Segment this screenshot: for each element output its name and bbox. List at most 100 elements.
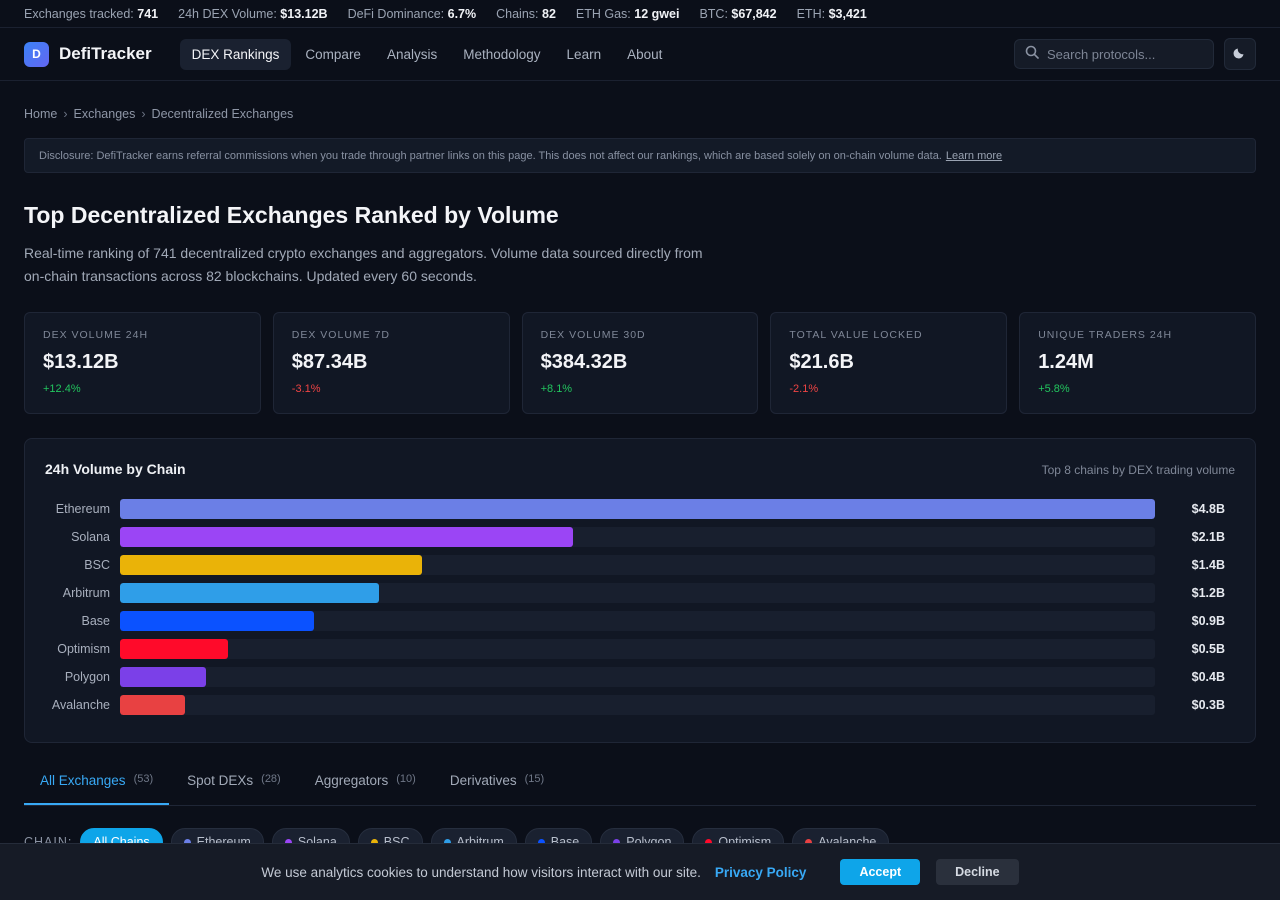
breadcrumb-separator: ›: [141, 107, 146, 121]
stat-card: DEX Volume 24H $13.12B +12.4%: [24, 312, 261, 414]
chart-bar-track: [120, 667, 1155, 687]
chart-value-label: $1.4B: [1191, 558, 1225, 572]
chart-category-label: Avalanche: [51, 698, 110, 712]
chart-bar-track: [120, 527, 1155, 547]
chart-bar-track: [120, 695, 1155, 715]
chart-category-label: Arbitrum: [62, 586, 110, 600]
ticker-item: 24h DEX Volume: $13.12B: [178, 6, 328, 21]
stat-delta: -2.1%: [789, 383, 819, 395]
stat-delta: +12.4%: [43, 383, 81, 395]
stat-value: $87.34B: [291, 351, 368, 373]
stat-value: 1.24M: [1038, 351, 1094, 373]
chart-bar-track: [120, 611, 1155, 631]
nav-link-about[interactable]: About: [627, 46, 663, 62]
breadcrumb-home[interactable]: Home: [24, 107, 58, 121]
volume-by-chain-chart: 24h Volume by Chain Top 8 chains by DEX …: [24, 438, 1256, 743]
disclosure-text: Disclosure: DefiTracker earns referral c…: [39, 149, 942, 162]
chart-value-label: $4.8B: [1191, 502, 1225, 516]
ticker-item: ETH Gas: 12 gwei: [575, 6, 680, 21]
chart-bar-row: Avalanche $0.3B: [45, 691, 1235, 719]
chart-value-label: $0.5B: [1191, 642, 1225, 656]
chart-subtitle: Top 8 chains by DEX trading volume: [1041, 463, 1235, 477]
chart-category-label: BSC: [84, 558, 110, 572]
tab-all-exchanges[interactable]: All Exchanges (53): [24, 769, 170, 805]
search-input[interactable]: [1047, 46, 1197, 62]
stat-card: Unique Traders 24H 1.24M +5.8%: [1019, 312, 1256, 414]
chart-bar-track: [120, 499, 1155, 519]
tab-aggregators[interactable]: Aggregators (10): [299, 769, 432, 805]
logo-text: DefiTracker: [59, 44, 152, 63]
chain-color-dot: [443, 838, 451, 846]
stat-value: $384.32B: [540, 351, 628, 373]
tab-label: All Exchanges: [40, 773, 126, 788]
nav-link-methodology[interactable]: Methodology: [463, 46, 541, 62]
search-box[interactable]: [1014, 39, 1214, 69]
chart-bar-row: BSC $1.4B: [45, 551, 1235, 579]
chart-value-label: $1.2B: [1191, 586, 1225, 600]
accept-cookies-button[interactable]: Accept: [840, 859, 921, 885]
chain-color-dot: [613, 838, 621, 846]
nav-link-compare[interactable]: Compare: [305, 46, 361, 62]
chart-bar: [120, 695, 185, 715]
ticker-item: BTC: $67,842: [699, 6, 777, 21]
stat-delta: +8.1%: [540, 383, 573, 395]
nav-links: DEX Rankings Compare Analysis Methodolog…: [179, 38, 675, 70]
cookie-text: We use analytics cookies to understand h…: [261, 864, 701, 880]
chain-color-dot: [537, 838, 545, 846]
chart-value-label: $2.1B: [1191, 530, 1225, 544]
chart-bar: [120, 499, 1155, 519]
tab-derivatives[interactable]: Derivatives (15): [434, 769, 560, 805]
nav-link-analysis[interactable]: Analysis: [386, 46, 438, 62]
chart-bar-row: Base $0.9B: [45, 607, 1235, 635]
page-title: Top Decentralized Exchanges Ranked by Vo…: [24, 202, 559, 228]
stat-delta: +5.8%: [1038, 383, 1070, 395]
nav-link-dex-rankings[interactable]: DEX Rankings: [179, 38, 292, 70]
ticker-item: ETH: $3,421: [796, 6, 867, 21]
chain-color-dot: [370, 838, 378, 846]
chart-category-label: Polygon: [64, 670, 110, 684]
page-intro: Real-time ranking of 741 decentralized c…: [24, 245, 703, 284]
tab-count: (28): [261, 773, 281, 785]
chart-bar: [120, 527, 573, 547]
stat-delta: -3.1%: [291, 383, 321, 395]
search-icon: [1025, 45, 1039, 64]
theme-toggle-button[interactable]: [1224, 38, 1256, 70]
exchange-tabs: All Exchanges (53) Spot DEXs (28) Aggreg…: [24, 769, 1256, 806]
stat-label: Total Value Locked: [789, 329, 923, 341]
stat-cards: DEX Volume 24H $13.12B +12.4% DEX Volume…: [24, 312, 1256, 414]
stat-value: $21.6B: [789, 351, 854, 373]
chart-bar-row: Ethereum $4.8B: [45, 495, 1235, 523]
stat-card: DEX Volume 30D $384.32B +8.1%: [521, 312, 759, 414]
chart-value-label: $0.3B: [1191, 698, 1225, 712]
logo[interactable]: D DefiTracker: [24, 41, 152, 67]
moon-icon: [1233, 45, 1247, 64]
chart-bar: [120, 611, 315, 631]
tab-spot-dexs[interactable]: Spot DEXs (28): [171, 769, 297, 805]
nav-link-learn[interactable]: Learn: [566, 46, 602, 62]
chart-bar: [120, 583, 379, 603]
tab-count: (53): [133, 773, 154, 785]
chart-category-label: Ethereum: [55, 502, 110, 516]
chart-value-label: $0.9B: [1191, 614, 1225, 628]
decline-cookies-button[interactable]: Decline: [936, 859, 1019, 885]
breadcrumb: Home › Exchanges › Decentralized Exchang…: [24, 107, 1256, 121]
privacy-policy-link[interactable]: Privacy Policy: [714, 864, 807, 880]
stat-value: $13.12B: [43, 351, 119, 373]
disclosure-learn-more-link[interactable]: Learn more: [945, 149, 1003, 162]
stat-label: DEX Volume 7D: [291, 329, 390, 341]
disclosure-banner: Disclosure: DefiTracker earns referral c…: [24, 138, 1256, 173]
stat-label: Unique Traders 24H: [1038, 329, 1173, 341]
breadcrumb-exchanges[interactable]: Exchanges: [73, 107, 136, 121]
tab-label: Spot DEXs: [187, 773, 254, 788]
chart-bar-row: Polygon $0.4B: [45, 663, 1235, 691]
tab-count: (10): [396, 773, 416, 785]
stat-label: DEX Volume 30D: [540, 329, 646, 341]
ticker-item: Chains: 82: [496, 6, 556, 21]
cookie-banner: We use analytics cookies to understand h…: [0, 843, 1280, 900]
chart-bars: Ethereum $4.8B Solana $2.1B BSC $1.4B Arbitrum…: [45, 495, 1235, 719]
chain-color-dot: [805, 838, 813, 846]
ticker-bar: Exchanges tracked: 741 24h DEX Volume: $…: [0, 0, 1280, 28]
chart-category-label: Optimism: [57, 642, 110, 656]
stat-label: DEX Volume 24H: [43, 329, 149, 341]
chart-title: 24h Volume by Chain: [45, 461, 186, 477]
